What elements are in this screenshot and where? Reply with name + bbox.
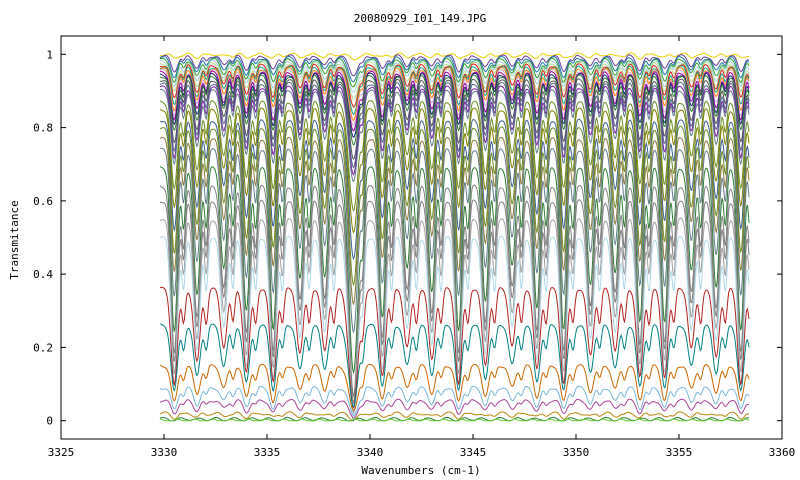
series-line — [159, 418, 750, 422]
series-line — [159, 54, 750, 77]
x-tick-label: 3330 — [151, 446, 178, 459]
x-tick-label: 3345 — [460, 446, 487, 459]
series-line — [159, 166, 750, 375]
x-tick-label: 3340 — [357, 446, 384, 459]
series-line — [159, 323, 750, 408]
series-line — [159, 63, 750, 108]
x-tick-label: 3350 — [563, 446, 590, 459]
series-line — [159, 67, 750, 122]
x-axis-label: Wavenumbers (cm-1) — [361, 464, 480, 477]
series-line — [159, 52, 750, 61]
series-line — [159, 81, 750, 169]
x-tick-label: 3355 — [666, 446, 693, 459]
series-line — [159, 363, 750, 411]
y-tick-label: 0.4 — [33, 268, 53, 281]
series-line — [159, 107, 750, 234]
y-tick-label: 0.8 — [33, 122, 53, 135]
y-tick-label: 0 — [46, 415, 53, 428]
series-line — [159, 74, 750, 146]
y-tick-label: 1 — [46, 48, 53, 61]
x-tick-label: 3325 — [48, 446, 75, 459]
series-line — [159, 398, 750, 419]
series-line — [159, 147, 750, 334]
series-line — [159, 217, 750, 415]
series-line — [159, 286, 750, 409]
chart-title: 20080929_I01_149.JPG — [354, 12, 486, 25]
x-tick-label: 3335 — [254, 446, 281, 459]
x-axis-ticks: 3325 3330 3335 3340 3345 3350 3355 3360 — [48, 36, 796, 459]
series-line — [159, 411, 750, 421]
series-line — [159, 118, 750, 260]
series-line — [159, 199, 750, 405]
series-line — [159, 100, 750, 212]
series-line — [159, 89, 750, 183]
series-line — [159, 385, 750, 416]
y-axis-label: Transmitance — [8, 200, 21, 279]
series-line — [159, 65, 750, 115]
series-line — [159, 56, 750, 83]
x-tick-label: 3360 — [769, 446, 796, 459]
y-tick-label: 0.6 — [33, 195, 53, 208]
plot-area-frame — [60, 35, 783, 440]
series-line — [159, 235, 750, 422]
series-layer — [159, 52, 750, 422]
y-tick-label: 0.2 — [33, 341, 53, 354]
y-axis-ticks: 0 0.2 0.4 0.6 0.8 1 — [33, 48, 782, 428]
series-line — [159, 136, 750, 306]
series-line — [159, 126, 750, 287]
series-line — [159, 78, 750, 160]
